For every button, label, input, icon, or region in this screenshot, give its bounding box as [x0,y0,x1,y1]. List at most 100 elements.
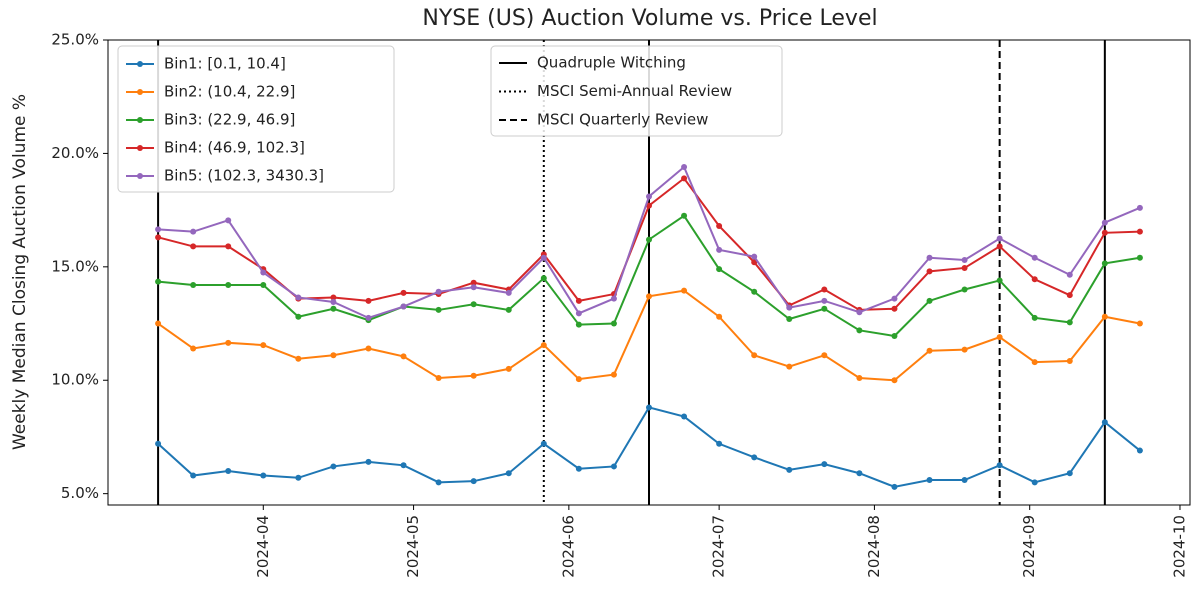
data-point [856,470,863,477]
data-point [190,228,197,235]
data-point [295,355,302,362]
data-point [716,223,723,229]
data-point [1136,204,1143,211]
data-point [295,313,302,320]
data-point [891,483,898,490]
data-point [260,281,267,288]
data-point [470,372,477,379]
data-point [821,297,828,304]
data-point [646,236,652,243]
data-point [435,374,442,381]
data-point [786,363,793,370]
data-point [400,462,407,469]
data-point [1136,228,1143,235]
data-point [646,293,652,300]
legend-label: Quadruple Witching [537,54,686,72]
data-point [225,467,232,474]
legend-label: Bin3: (22.9, 46.9] [164,111,295,129]
legend-swatch-marker [137,117,143,123]
data-point [926,297,933,304]
data-point [435,288,442,295]
data-point [260,342,267,349]
data-point [961,257,968,264]
data-point [961,477,968,484]
data-point [1101,313,1108,320]
legend-label: Bin5: (102.3, 3430.3] [164,167,324,185]
data-point [470,301,477,308]
data-point [190,281,197,288]
data-point [330,298,337,305]
data-point [295,294,302,301]
x-tick-label: 2024-05 [404,515,422,578]
chart-title: NYSE (US) Auction Volume vs. Price Level [422,6,877,31]
data-point [575,321,582,328]
data-point [610,371,617,378]
data-point [365,345,372,352]
data-point [1101,229,1108,236]
legend-box [490,45,783,137]
y-tick-label: 15.0% [51,257,99,275]
legend-swatch-marker [137,89,143,95]
data-point [786,304,793,311]
data-point [891,295,898,302]
data-point [681,413,688,420]
legend-label: MSCI Quarterly Review [537,111,708,129]
data-point [1066,271,1073,278]
x-tick-label: 2024-07 [710,515,728,578]
legend-label: Bin4: (46.9, 102.3] [164,139,305,157]
data-point [1101,219,1108,226]
data-point [365,314,372,321]
data-point [470,478,477,485]
data-point [646,193,652,200]
legend-swatch-marker [137,145,143,151]
data-point [1066,470,1073,477]
data-point [716,313,723,320]
data-point [190,472,197,479]
data-point [225,243,232,250]
data-point [505,289,512,296]
data-point [1101,419,1108,426]
data-point [400,303,407,310]
legend-label: Bin2: (10.4, 22.9] [164,83,295,101]
data-point [716,246,723,253]
data-point [996,277,1003,284]
x-tick-label: 2024-06 [559,515,577,578]
y-tick-label: 25.0% [51,31,99,49]
data-point [155,226,162,233]
data-point [751,288,758,295]
data-point [751,259,758,266]
data-point [295,474,302,481]
data-point [225,217,232,224]
data-point [540,275,547,282]
data-point [786,316,793,322]
data-point [610,463,617,470]
data-point [1031,314,1038,321]
data-point [330,294,337,301]
data-point [155,234,162,241]
data-point [926,347,933,354]
data-point [926,254,933,261]
data-point [716,266,723,273]
data-point [260,472,267,479]
data-point [1136,447,1143,454]
legend-box [117,45,395,193]
data-point [470,279,477,286]
data-point [1136,320,1143,327]
data-point [225,339,232,346]
event-legend: Quadruple Witching MSCI Semi-Annual Revie… [490,45,783,137]
data-point [505,365,512,372]
data-point [856,309,863,316]
data-point [1066,357,1073,364]
data-point [891,377,898,384]
data-point [225,281,232,288]
data-point [1066,292,1073,299]
data-point [646,202,652,209]
data-point [365,297,372,304]
x-tick-label: 2024-08 [865,515,883,578]
data-point [961,286,968,293]
data-point [716,440,723,447]
data-point [155,320,162,327]
data-point [330,463,337,470]
data-point [190,243,197,250]
